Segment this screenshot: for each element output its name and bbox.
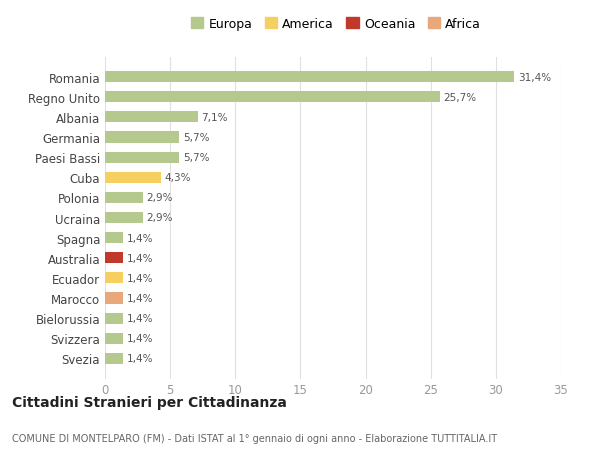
Text: COMUNE DI MONTELPARO (FM) - Dati ISTAT al 1° gennaio di ogni anno - Elaborazione: COMUNE DI MONTELPARO (FM) - Dati ISTAT a… — [12, 433, 497, 442]
Text: 5,7%: 5,7% — [183, 133, 209, 143]
Text: 4,3%: 4,3% — [165, 173, 191, 183]
Bar — [105, 172, 161, 184]
Bar — [105, 233, 123, 244]
Bar — [105, 333, 123, 344]
Bar — [105, 192, 143, 203]
Text: Cittadini Stranieri per Cittadinanza: Cittadini Stranieri per Cittadinanza — [12, 395, 287, 409]
Bar — [105, 293, 123, 304]
Bar — [105, 313, 123, 324]
Text: 2,9%: 2,9% — [146, 213, 173, 223]
Text: 1,4%: 1,4% — [127, 293, 154, 303]
Text: 25,7%: 25,7% — [444, 93, 477, 102]
Text: 31,4%: 31,4% — [518, 73, 551, 83]
Text: 1,4%: 1,4% — [127, 273, 154, 283]
Text: 1,4%: 1,4% — [127, 334, 154, 343]
Text: 5,7%: 5,7% — [183, 153, 209, 163]
Bar — [105, 132, 179, 143]
Bar — [105, 152, 179, 163]
Bar — [105, 72, 514, 83]
Text: 1,4%: 1,4% — [127, 233, 154, 243]
Bar — [105, 92, 440, 103]
Text: 1,4%: 1,4% — [127, 353, 154, 364]
Text: 7,1%: 7,1% — [202, 112, 228, 123]
Bar — [105, 112, 197, 123]
Bar — [105, 273, 123, 284]
Text: 1,4%: 1,4% — [127, 253, 154, 263]
Text: 2,9%: 2,9% — [146, 193, 173, 203]
Bar — [105, 213, 143, 224]
Bar — [105, 252, 123, 264]
Bar — [105, 353, 123, 364]
Text: 1,4%: 1,4% — [127, 313, 154, 324]
Legend: Europa, America, Oceania, Africa: Europa, America, Oceania, Africa — [191, 18, 481, 31]
